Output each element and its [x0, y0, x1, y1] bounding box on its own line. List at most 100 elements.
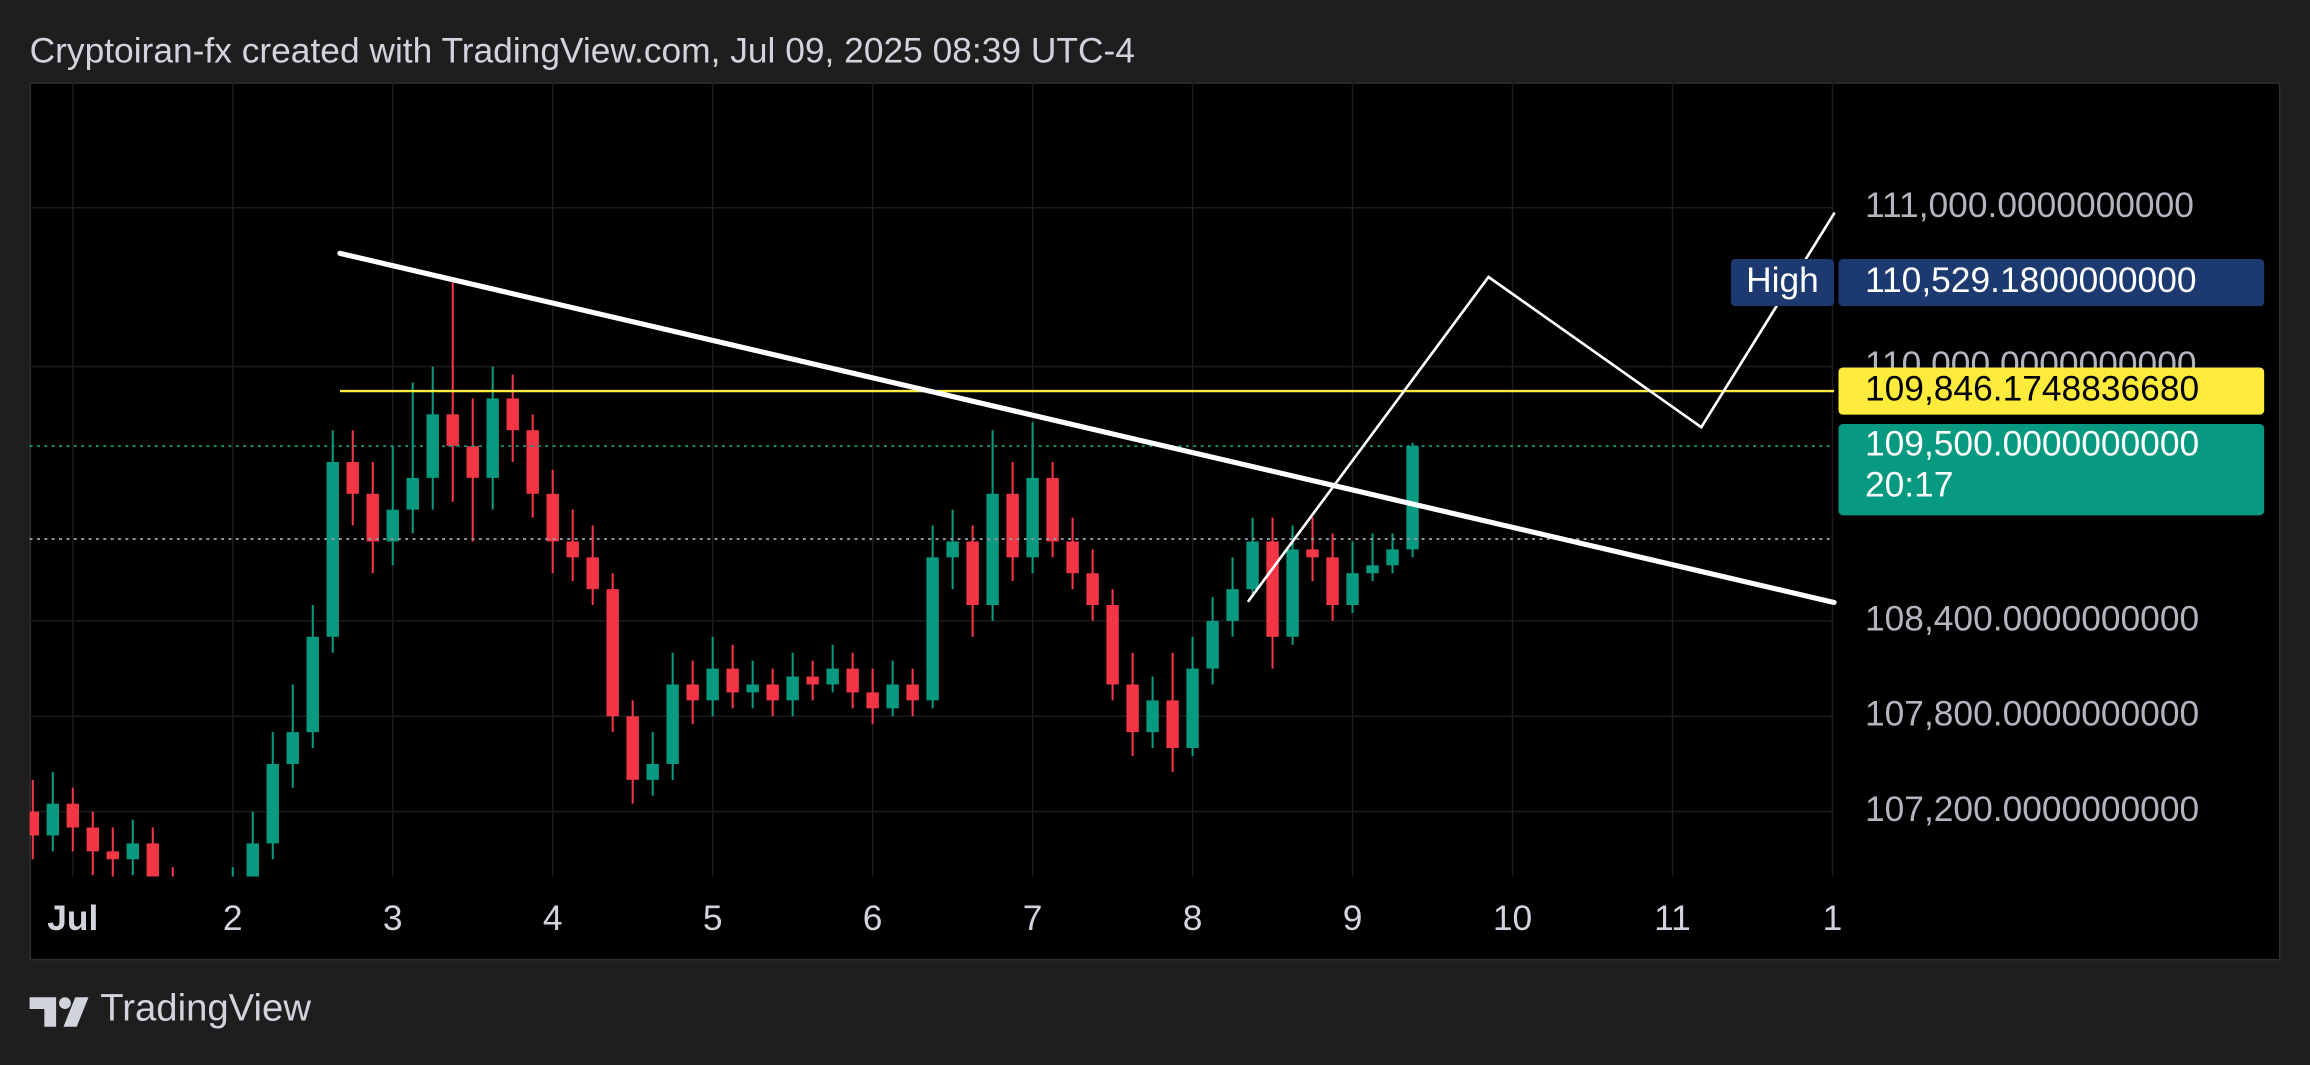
candle-body — [926, 557, 939, 701]
high-tag — [1730, 258, 1835, 307]
candle-body — [1106, 605, 1119, 685]
candle-body — [646, 763, 659, 780]
candle-body — [446, 414, 459, 447]
x-tick-label: Jul — [47, 899, 98, 938]
candle-body — [426, 414, 439, 478]
candle-body — [66, 803, 79, 828]
candle-body — [1326, 557, 1339, 606]
x-tick-label: 7 — [1023, 899, 1043, 938]
x-tick-label: 5 — [703, 899, 723, 938]
candle-body — [506, 398, 519, 431]
candle-body — [726, 668, 739, 693]
logo-dot — [59, 997, 71, 1010]
chart-panel — [29, 82, 2281, 961]
candle-body — [826, 668, 839, 685]
candle-body — [1246, 541, 1259, 590]
candle-body — [46, 803, 60, 836]
candle-body — [466, 446, 479, 478]
candle-body — [546, 493, 559, 542]
candle-body — [1006, 493, 1019, 558]
candle-body — [106, 851, 119, 860]
candle-body — [346, 461, 359, 494]
candle-body — [946, 541, 959, 558]
logo-shape — [29, 997, 57, 1027]
candle-body — [1146, 700, 1159, 733]
y-tick-label: 107,800.0000000000 — [1865, 695, 2199, 734]
candle-body — [1266, 541, 1279, 637]
candle-body — [966, 541, 979, 606]
high-tag-text: High — [1746, 261, 1819, 300]
line-price-badge — [1838, 367, 2265, 415]
x-tick-label: 8 — [1183, 899, 1203, 938]
chart-title: Cryptoiran-fx created with TradingView.c… — [30, 31, 1135, 70]
high-price-label: 110,529.1800000000 — [1865, 261, 2197, 300]
candle-body — [386, 509, 399, 542]
candle-body — [126, 843, 139, 860]
candle-body — [1306, 549, 1319, 558]
x-tick-label: 1 — [1823, 899, 1843, 938]
candle-body — [29, 811, 40, 836]
footer-logo — [29, 997, 89, 1027]
candle-body — [1366, 565, 1379, 574]
overlay — [29, 212, 1837, 606]
candle-body — [986, 493, 999, 606]
candle-body — [866, 692, 879, 709]
candle-body — [326, 461, 339, 637]
candle-body — [86, 827, 99, 852]
candle-body — [406, 477, 419, 510]
candle-body — [1346, 573, 1359, 606]
price-badges: High 110,529.1800000000 109,846.1748836680… — [1730, 258, 2265, 516]
candle-body — [1186, 668, 1199, 749]
candle-body — [586, 557, 599, 590]
line-price-label: 109,846.1748836680 — [1865, 369, 2199, 408]
candle-body — [1206, 620, 1219, 669]
candle-body — [786, 676, 799, 701]
candle-body — [686, 684, 699, 701]
candle-body — [1386, 549, 1399, 566]
candle-body — [706, 668, 719, 701]
x-tick-label: 6 — [863, 899, 883, 938]
logo-shape — [63, 997, 89, 1027]
countdown-label: 20:17 — [1865, 466, 1953, 505]
candle-body — [486, 398, 499, 478]
x-tick-label: 10 — [1493, 899, 1532, 938]
candle-body — [366, 493, 379, 542]
candle-body — [886, 684, 899, 709]
candle-body — [146, 843, 159, 877]
x-tick-label: 11 — [1654, 899, 1691, 938]
current-price-badge — [1838, 424, 2265, 516]
current-price-label: 109,500.0000000000 — [1865, 424, 2199, 463]
candle-body — [846, 668, 859, 693]
candle-body — [606, 589, 619, 717]
candle-body — [766, 684, 779, 701]
candle-body — [1066, 541, 1079, 574]
candle-body — [626, 716, 639, 780]
candle-body — [266, 763, 279, 844]
candle-body — [806, 676, 819, 685]
y-tick-label: 108,400.0000000000 — [1865, 599, 2199, 638]
trend-line — [337, 250, 1837, 606]
x-tick-label: 4 — [543, 899, 563, 938]
candle-body — [1406, 446, 1419, 550]
candle-body — [286, 732, 299, 764]
y-tick-label: 107,200.0000000000 — [1865, 790, 2199, 829]
x-tick-label: 9 — [1343, 899, 1363, 938]
candle-body — [1286, 549, 1299, 637]
candle-body — [1026, 477, 1039, 558]
candle-body — [1226, 589, 1239, 621]
candle-body — [1086, 573, 1099, 606]
x-tick-label: 2 — [223, 899, 243, 938]
candle-body — [1126, 684, 1139, 733]
candle-body — [1046, 477, 1059, 542]
candle-body — [746, 684, 759, 693]
y-tick-label: 111,000.0000000000 — [1865, 186, 2194, 225]
axes: Jul 2 3 4 5 6 7 8 9 10 11 1111,000.0000000000110,00… — [47, 186, 2199, 938]
candle-body — [306, 636, 319, 733]
plot-area — [29, 282, 1419, 877]
high-price-badge — [1838, 258, 2265, 307]
candle-body — [666, 684, 679, 764]
footer-brand: TradingView — [100, 987, 311, 1030]
candle-body — [906, 684, 919, 701]
